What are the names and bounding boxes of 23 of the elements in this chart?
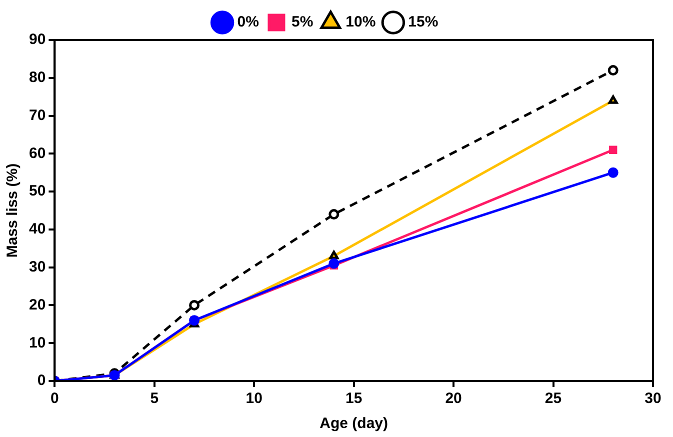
- x-tick-label: 0: [50, 390, 59, 408]
- x-tick-label: 10: [246, 390, 262, 408]
- y-tick-label: 60: [28, 144, 46, 162]
- y-tick-label: 40: [28, 220, 46, 238]
- y-tick-label: 50: [28, 182, 46, 200]
- y-tick-label: 30: [28, 258, 46, 276]
- x-tick-label: 5: [150, 390, 159, 408]
- x-axis-title: Age (day): [320, 415, 388, 432]
- x-tick-label: 20: [445, 390, 462, 408]
- y-axis-title: Mass liss (%): [4, 163, 22, 258]
- y-tick-label: 80: [28, 69, 46, 86]
- legend-label: 15%: [408, 14, 438, 31]
- legend-label: 10%: [346, 14, 376, 31]
- y-tick-label: 20: [28, 296, 46, 314]
- x-tick-label: 15: [346, 390, 362, 408]
- y-tick-label: 90: [28, 31, 46, 48]
- legend-label: 5%: [291, 14, 314, 31]
- legend-label: 0%: [237, 14, 259, 31]
- y-tick-label: 10: [28, 334, 46, 352]
- x-tick-label: 30: [644, 390, 662, 408]
- y-tick-label: 0: [37, 372, 46, 390]
- x-tick-label: 25: [544, 390, 562, 408]
- y-tick-label: 70: [28, 106, 46, 124]
